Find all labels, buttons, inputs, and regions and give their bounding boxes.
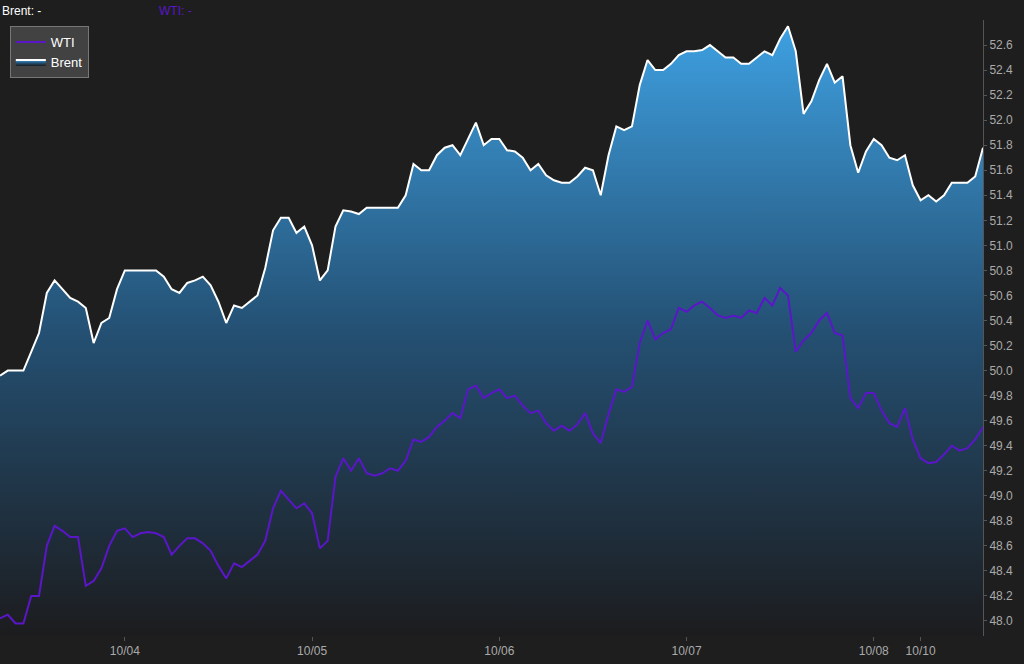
svg-text:Brent: Brent (51, 55, 82, 70)
svg-text:10/08: 10/08 (859, 644, 889, 658)
svg-text:WTI: WTI (51, 35, 75, 50)
svg-text:50.0: 50.0 (989, 364, 1013, 378)
svg-text:49.2: 49.2 (989, 464, 1013, 478)
svg-text:10/04: 10/04 (110, 644, 140, 658)
svg-text:10/07: 10/07 (672, 644, 702, 658)
svg-text:51.0: 51.0 (989, 239, 1013, 253)
svg-text:48.8: 48.8 (989, 514, 1013, 528)
svg-text:51.6: 51.6 (989, 163, 1013, 177)
svg-text:48.2: 48.2 (989, 589, 1013, 603)
svg-text:48.0: 48.0 (989, 614, 1013, 628)
svg-text:52.4: 52.4 (989, 63, 1013, 77)
svg-text:10/06: 10/06 (484, 644, 514, 658)
svg-text:51.4: 51.4 (989, 188, 1013, 202)
svg-text:49.6: 49.6 (989, 414, 1013, 428)
svg-text:10/10: 10/10 (906, 644, 936, 658)
svg-text:52.0: 52.0 (989, 113, 1013, 127)
svg-text:48.4: 48.4 (989, 564, 1013, 578)
svg-text:50.4: 50.4 (989, 314, 1013, 328)
svg-text:Brent: -: Brent: - (2, 4, 41, 18)
svg-text:WTI: -: WTI: - (159, 4, 192, 18)
svg-text:52.2: 52.2 (989, 88, 1013, 102)
svg-text:51.2: 51.2 (989, 214, 1013, 228)
svg-text:51.8: 51.8 (989, 138, 1013, 152)
svg-text:49.8: 49.8 (989, 389, 1013, 403)
svg-text:50.8: 50.8 (989, 264, 1013, 278)
svg-text:48.6: 48.6 (989, 539, 1013, 553)
svg-text:10/05: 10/05 (297, 644, 327, 658)
svg-text:52.6: 52.6 (989, 38, 1013, 52)
svg-text:49.4: 49.4 (989, 439, 1013, 453)
svg-text:49.0: 49.0 (989, 489, 1013, 503)
svg-text:50.2: 50.2 (989, 339, 1013, 353)
svg-text:50.6: 50.6 (989, 289, 1013, 303)
